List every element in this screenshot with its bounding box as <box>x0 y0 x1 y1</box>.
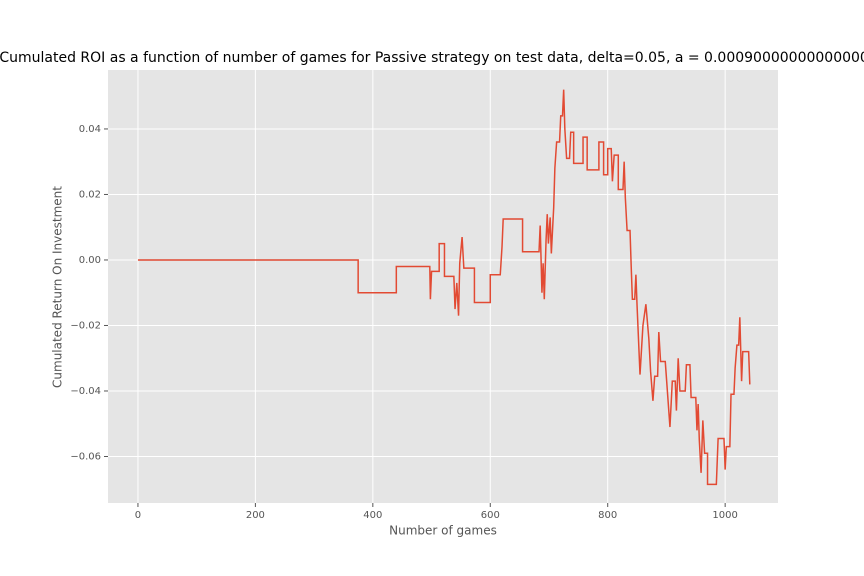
y-tick-label: −0.04 <box>70 386 101 397</box>
x-axis-label: Number of games <box>389 524 497 538</box>
data-line <box>137 89 751 486</box>
x-tick-label: 400 <box>363 510 382 521</box>
y-tick-label: −0.06 <box>70 451 101 462</box>
y-tick-label: 0.02 <box>79 189 101 200</box>
y-tick-label: 0.04 <box>79 124 101 135</box>
y-axis-label: Cumulated Return On Investment <box>51 186 65 388</box>
plot-area <box>108 70 778 503</box>
x-tick-label: 1000 <box>712 510 737 521</box>
x-tick-label: 600 <box>481 510 500 521</box>
y-tick-label: 0.00 <box>79 255 101 266</box>
x-tick-label: 800 <box>598 510 617 521</box>
x-tick-label: 200 <box>246 510 265 521</box>
chart-title: Cumulated ROI as a function of number of… <box>0 50 864 66</box>
y-tick-label: −0.02 <box>70 320 101 331</box>
x-tick-label: 0 <box>135 510 141 521</box>
